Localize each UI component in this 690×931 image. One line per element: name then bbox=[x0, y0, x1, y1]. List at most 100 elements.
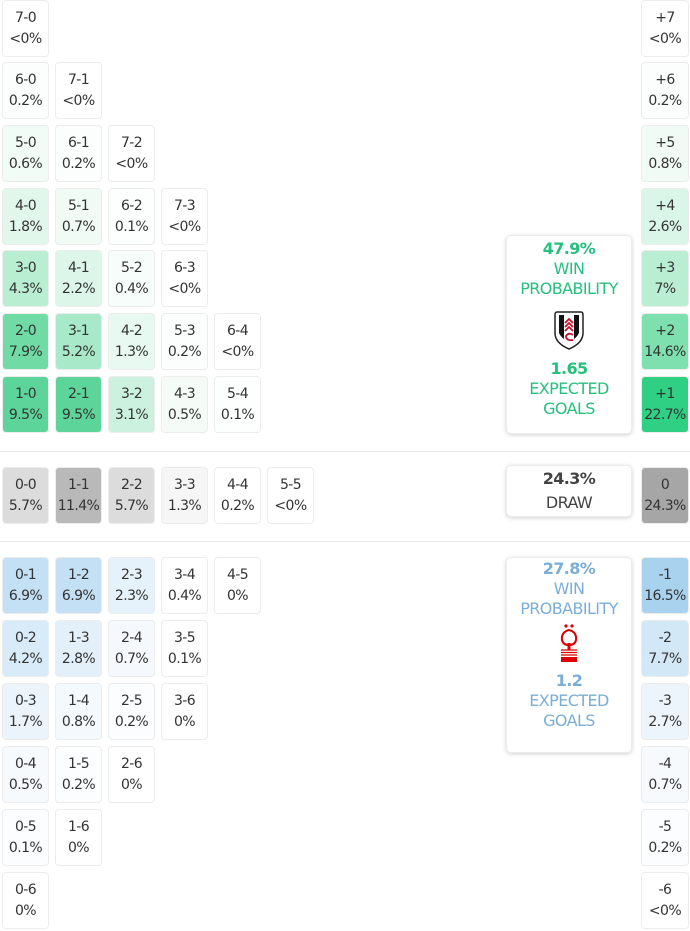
away-scoreline-cell: 0-6 0% bbox=[2, 872, 49, 929]
probability-value: 9.5% bbox=[61, 406, 96, 423]
probability-value: 5.2% bbox=[61, 343, 96, 360]
scoreline-label: +4 bbox=[655, 197, 675, 214]
goal-margin-cell: +5 0.8% bbox=[641, 125, 689, 182]
probability-value: 7.9% bbox=[8, 343, 43, 360]
goal-margin-cell: +6 0.2% bbox=[641, 62, 689, 119]
home-scoreline-cell: 1-0 9.5% bbox=[2, 376, 49, 433]
goal-margin-cell: -3 2.7% bbox=[641, 683, 689, 740]
probability-value: 5.7% bbox=[8, 497, 43, 514]
away-scoreline-cell: 1-4 0.8% bbox=[55, 683, 102, 740]
scoreline-label: 4-5 bbox=[226, 566, 249, 583]
nottingham-forest-crest-icon bbox=[551, 623, 587, 665]
home-probability-label: PROBABILITY bbox=[520, 279, 618, 298]
probability-value: 0.2% bbox=[167, 343, 202, 360]
probability-value: 0.5% bbox=[167, 406, 202, 423]
scoreline-label: 1-1 bbox=[67, 476, 90, 493]
scoreline-label: 2-6 bbox=[120, 755, 143, 772]
scoreline-label: 6-4 bbox=[226, 322, 249, 339]
scoreline-label: 5-0 bbox=[14, 134, 37, 151]
probability-value: 1.7% bbox=[8, 713, 43, 730]
home-scoreline-cell: 6-2 0.1% bbox=[108, 188, 155, 245]
probability-value: 2.2% bbox=[61, 280, 96, 297]
scoreline-label: 1-5 bbox=[67, 755, 90, 772]
home-scoreline-cell: 6-1 0.2% bbox=[55, 125, 102, 182]
probability-value: 2.6% bbox=[648, 218, 682, 235]
home-scoreline-cell: 5-1 0.7% bbox=[55, 188, 102, 245]
probability-value: 0.4% bbox=[114, 280, 149, 297]
home-scoreline-cell: 2-0 7.9% bbox=[2, 313, 49, 370]
probability-value: 2.3% bbox=[114, 587, 149, 604]
probability-value: 7.7% bbox=[648, 650, 682, 667]
away-scoreline-cell: 0-5 0.1% bbox=[2, 809, 49, 866]
away-scoreline-cell: 1-6 0% bbox=[55, 809, 102, 866]
home-scoreline-cell: 6-4 <0% bbox=[214, 313, 261, 370]
away-scoreline-cell: 0-2 4.2% bbox=[2, 620, 49, 677]
goal-margin-cell: -5 0.2% bbox=[641, 809, 689, 866]
draw-summary-card: 24.3% DRAW bbox=[506, 465, 632, 517]
probability-value: <0% bbox=[168, 218, 201, 235]
draw-scoreline-cell: 2-2 5.7% bbox=[108, 467, 155, 524]
away-scoreline-cell: 3-5 0.1% bbox=[161, 620, 208, 677]
probability-value: 0.2% bbox=[8, 92, 43, 109]
home-scoreline-cell: 7-0 <0% bbox=[2, 0, 49, 57]
probability-value: 0.6% bbox=[8, 155, 43, 172]
away-scoreline-cell: 2-6 0% bbox=[108, 746, 155, 803]
scoreline-label: -2 bbox=[658, 629, 672, 646]
draw-divider-bottom bbox=[0, 541, 690, 542]
probability-value: <0% bbox=[274, 497, 307, 514]
probability-value: 5.7% bbox=[114, 497, 149, 514]
scoreline-label: 2-3 bbox=[120, 566, 143, 583]
scoreline-label: 0 bbox=[660, 476, 670, 493]
home-scoreline-cell: 5-3 0.2% bbox=[161, 313, 208, 370]
probability-value: 1.3% bbox=[167, 497, 202, 514]
home-scoreline-cell: 6-3 <0% bbox=[161, 250, 208, 307]
probability-value: 1.3% bbox=[114, 343, 149, 360]
away-scoreline-cell: 4-5 0% bbox=[214, 557, 261, 614]
probability-value: 0.7% bbox=[114, 650, 149, 667]
probability-value: <0% bbox=[115, 155, 148, 172]
away-scoreline-cell: 1-5 0.2% bbox=[55, 746, 102, 803]
draw-scoreline-cell: 3-3 1.3% bbox=[161, 467, 208, 524]
probability-value: 9.5% bbox=[8, 406, 43, 423]
scoreline-label: 1-2 bbox=[67, 566, 90, 583]
scoreline-label: 2-0 bbox=[14, 322, 37, 339]
scoreline-label: 5-4 bbox=[226, 385, 249, 402]
away-expected-goals: 1.2 bbox=[555, 671, 583, 690]
goal-margin-cell: 0 24.3% bbox=[641, 467, 689, 524]
home-win-probability: 47.9% bbox=[542, 239, 596, 258]
away-scoreline-cell: 2-3 2.3% bbox=[108, 557, 155, 614]
home-expected-label: EXPECTED bbox=[529, 379, 609, 398]
away-scoreline-cell: 0-4 0.5% bbox=[2, 746, 49, 803]
goal-margin-cell: +4 2.6% bbox=[641, 188, 689, 245]
scoreline-label: 3-1 bbox=[67, 322, 90, 339]
draw-scoreline-cell: 5-5 <0% bbox=[267, 467, 314, 524]
draw-scoreline-cell: 4-4 0.2% bbox=[214, 467, 261, 524]
scoreline-label: 6-3 bbox=[173, 259, 196, 276]
probability-value: 7% bbox=[654, 280, 676, 297]
scoreline-label: +5 bbox=[655, 134, 675, 151]
scoreline-label: 7-0 bbox=[14, 9, 37, 26]
scoreline-label: 4-2 bbox=[120, 322, 143, 339]
home-scoreline-cell: 3-0 4.3% bbox=[2, 250, 49, 307]
draw-divider-top bbox=[0, 451, 690, 452]
away-scoreline-cell: 2-5 0.2% bbox=[108, 683, 155, 740]
probability-value: 22.7% bbox=[644, 406, 686, 423]
scoreline-label: 3-3 bbox=[173, 476, 196, 493]
home-scoreline-cell: 4-0 1.8% bbox=[2, 188, 49, 245]
home-scoreline-cell: 6-0 0.2% bbox=[2, 62, 49, 119]
goal-margin-cell: +2 14.6% bbox=[641, 313, 689, 370]
probability-value: 0.2% bbox=[61, 155, 96, 172]
probability-value: 6.9% bbox=[61, 587, 96, 604]
goal-margin-cell: -6 <0% bbox=[641, 872, 689, 929]
probability-value: 0.2% bbox=[220, 497, 255, 514]
draw-scoreline-cell: 1-1 11.4% bbox=[55, 467, 102, 524]
scoreline-label: 0-6 bbox=[14, 881, 37, 898]
draw-scoreline-cell: 0-0 5.7% bbox=[2, 467, 49, 524]
probability-value: 0% bbox=[14, 902, 37, 919]
fulham-crest-icon bbox=[551, 309, 587, 351]
probability-value: 0.2% bbox=[648, 92, 682, 109]
goal-margin-cell: -2 7.7% bbox=[641, 620, 689, 677]
away-scoreline-cell: 1-3 2.8% bbox=[55, 620, 102, 677]
scoreline-label: 0-2 bbox=[14, 629, 37, 646]
probability-value: 0.2% bbox=[114, 713, 149, 730]
